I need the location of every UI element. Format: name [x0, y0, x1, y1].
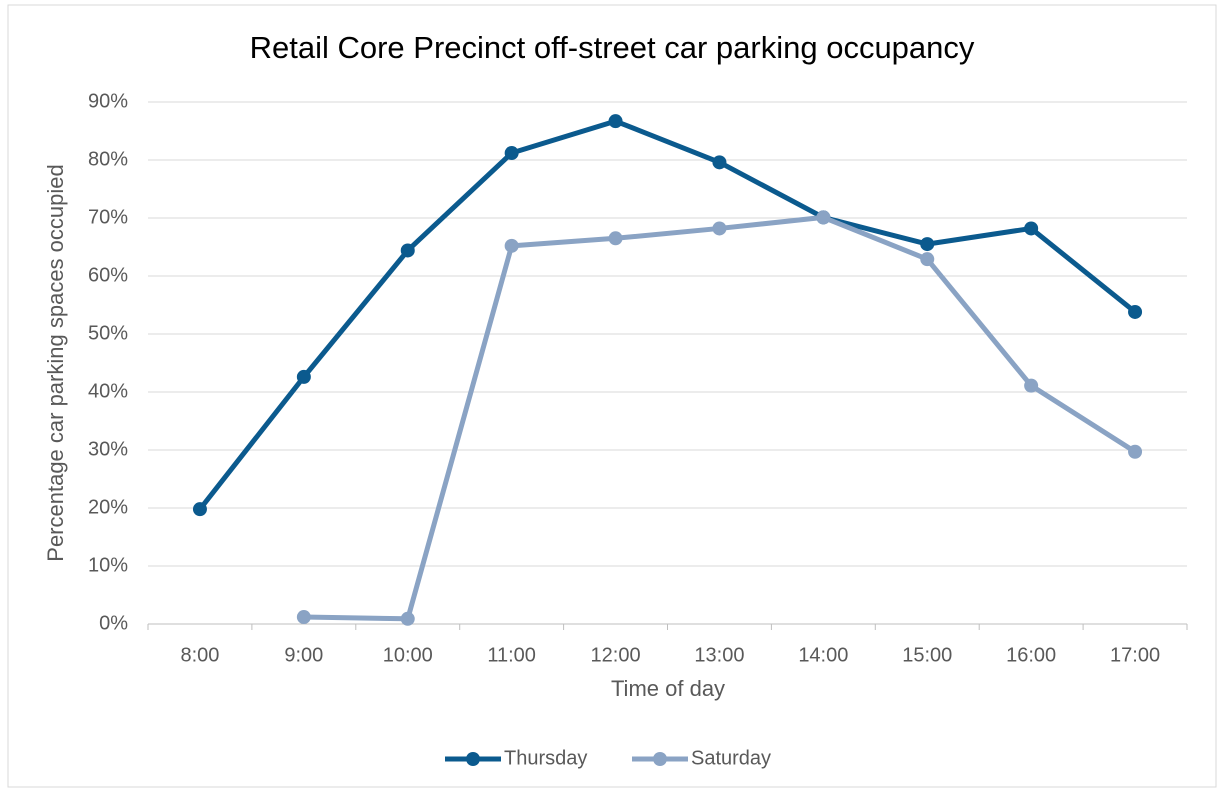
data-point [296, 610, 311, 625]
legend-label: Thursday [504, 747, 587, 769]
x-tick-label: 12:00 [591, 644, 641, 666]
data-point [816, 210, 831, 225]
x-tick-label: 9:00 [284, 644, 323, 666]
y-tick-label: 70% [88, 206, 128, 228]
x-tick-label: 16:00 [1006, 644, 1056, 666]
x-tick-label: 8:00 [180, 644, 219, 666]
data-point [608, 114, 623, 129]
x-axis-title: Time of day [611, 676, 725, 701]
y-tick-label: 0% [99, 612, 128, 634]
data-point [192, 502, 207, 517]
y-tick-label: 10% [88, 554, 128, 576]
y-tick-label: 90% [88, 90, 128, 112]
data-point [608, 231, 623, 246]
x-tick-label: 15:00 [902, 644, 952, 666]
x-tick-label: 11:00 [487, 644, 536, 666]
y-tick-label: 30% [88, 438, 128, 460]
data-point [400, 611, 415, 626]
x-tick-label: 10:00 [383, 644, 433, 666]
data-point [1024, 378, 1039, 393]
data-point [504, 238, 519, 253]
data-point [920, 237, 935, 252]
data-point [504, 146, 519, 161]
data-point [712, 155, 727, 170]
data-point [296, 369, 311, 384]
chart-title: Retail Core Precinct off-street car park… [250, 30, 975, 65]
data-point [1128, 304, 1143, 319]
data-point [400, 243, 415, 258]
data-point [920, 252, 935, 267]
y-tick-label: 60% [88, 264, 128, 286]
y-tick-label: 50% [88, 322, 128, 344]
x-tick-label: 14:00 [798, 644, 848, 666]
y-tick-label: 20% [88, 496, 128, 518]
series-line [197, 118, 1137, 511]
y-tick-label: 80% [88, 148, 128, 170]
y-axis-title: Percentage car parking spaces occupied [43, 164, 68, 561]
x-tick-label: 17:00 [1110, 644, 1160, 666]
y-tick-label: 40% [88, 380, 128, 402]
x-tick-label: 13:00 [694, 644, 744, 666]
chart-border [7, 4, 1217, 788]
legend-marker [466, 752, 480, 766]
data-point [1024, 221, 1039, 236]
legend-label: Saturday [691, 747, 771, 769]
legend-marker [653, 752, 667, 766]
data-point [712, 221, 727, 236]
data-point [1128, 444, 1143, 459]
